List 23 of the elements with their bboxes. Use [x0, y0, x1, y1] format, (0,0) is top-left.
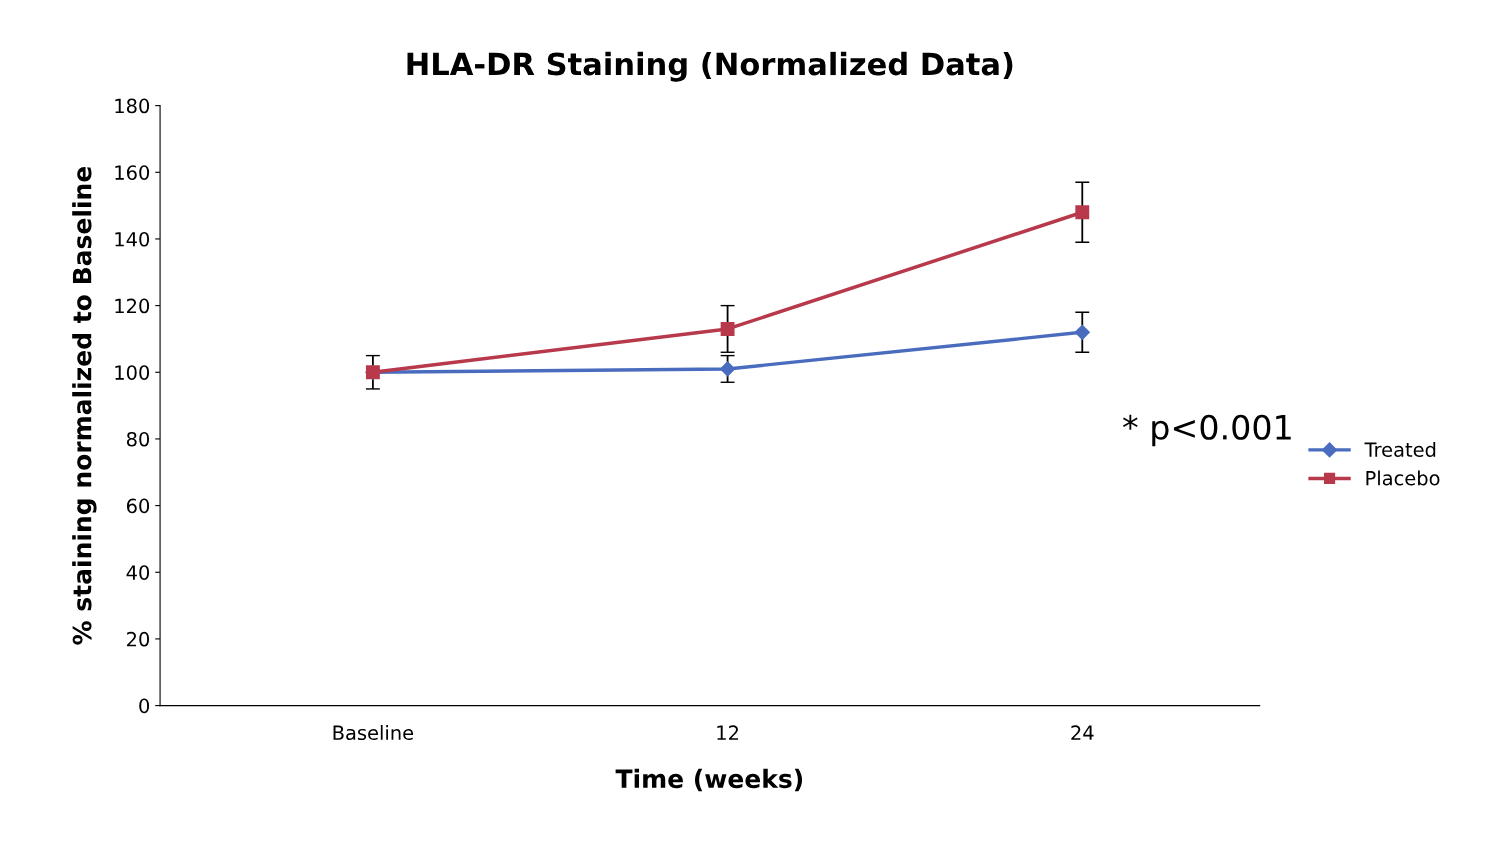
point: [720, 321, 735, 336]
y-tick-label: 0: [139, 698, 150, 714]
x-tick-label: 12: [717, 725, 739, 740]
chart-title: HLA-DR Staining (Normalized Data): [407, 51, 1013, 82]
y-tick-label: 140: [115, 231, 150, 247]
y-tick-label: 120: [115, 298, 150, 314]
y-tick-label: 80: [126, 431, 150, 447]
y-tick-label: 100: [115, 365, 150, 380]
point: [720, 361, 736, 377]
x-tick-label: Baseline: [333, 725, 414, 741]
y-tick-label: 180: [115, 98, 150, 114]
y-tick-label: 20: [127, 631, 150, 647]
x-tick-label: 24: [1071, 725, 1094, 740]
point: [1074, 324, 1090, 340]
legend-label: Placebo: [1366, 470, 1440, 486]
y-tick-label: 60: [126, 498, 150, 514]
annotation: * p<0.001: [1122, 414, 1291, 447]
y-tick-label: 160: [115, 165, 150, 180]
y-tick-label: 40: [126, 565, 150, 580]
x-axis-title: Time (weeks): [615, 768, 803, 792]
legend-label: Treated: [1364, 441, 1436, 457]
point: [1075, 205, 1090, 220]
y-axis-title: % staining normalized to Baseline: [72, 166, 97, 645]
